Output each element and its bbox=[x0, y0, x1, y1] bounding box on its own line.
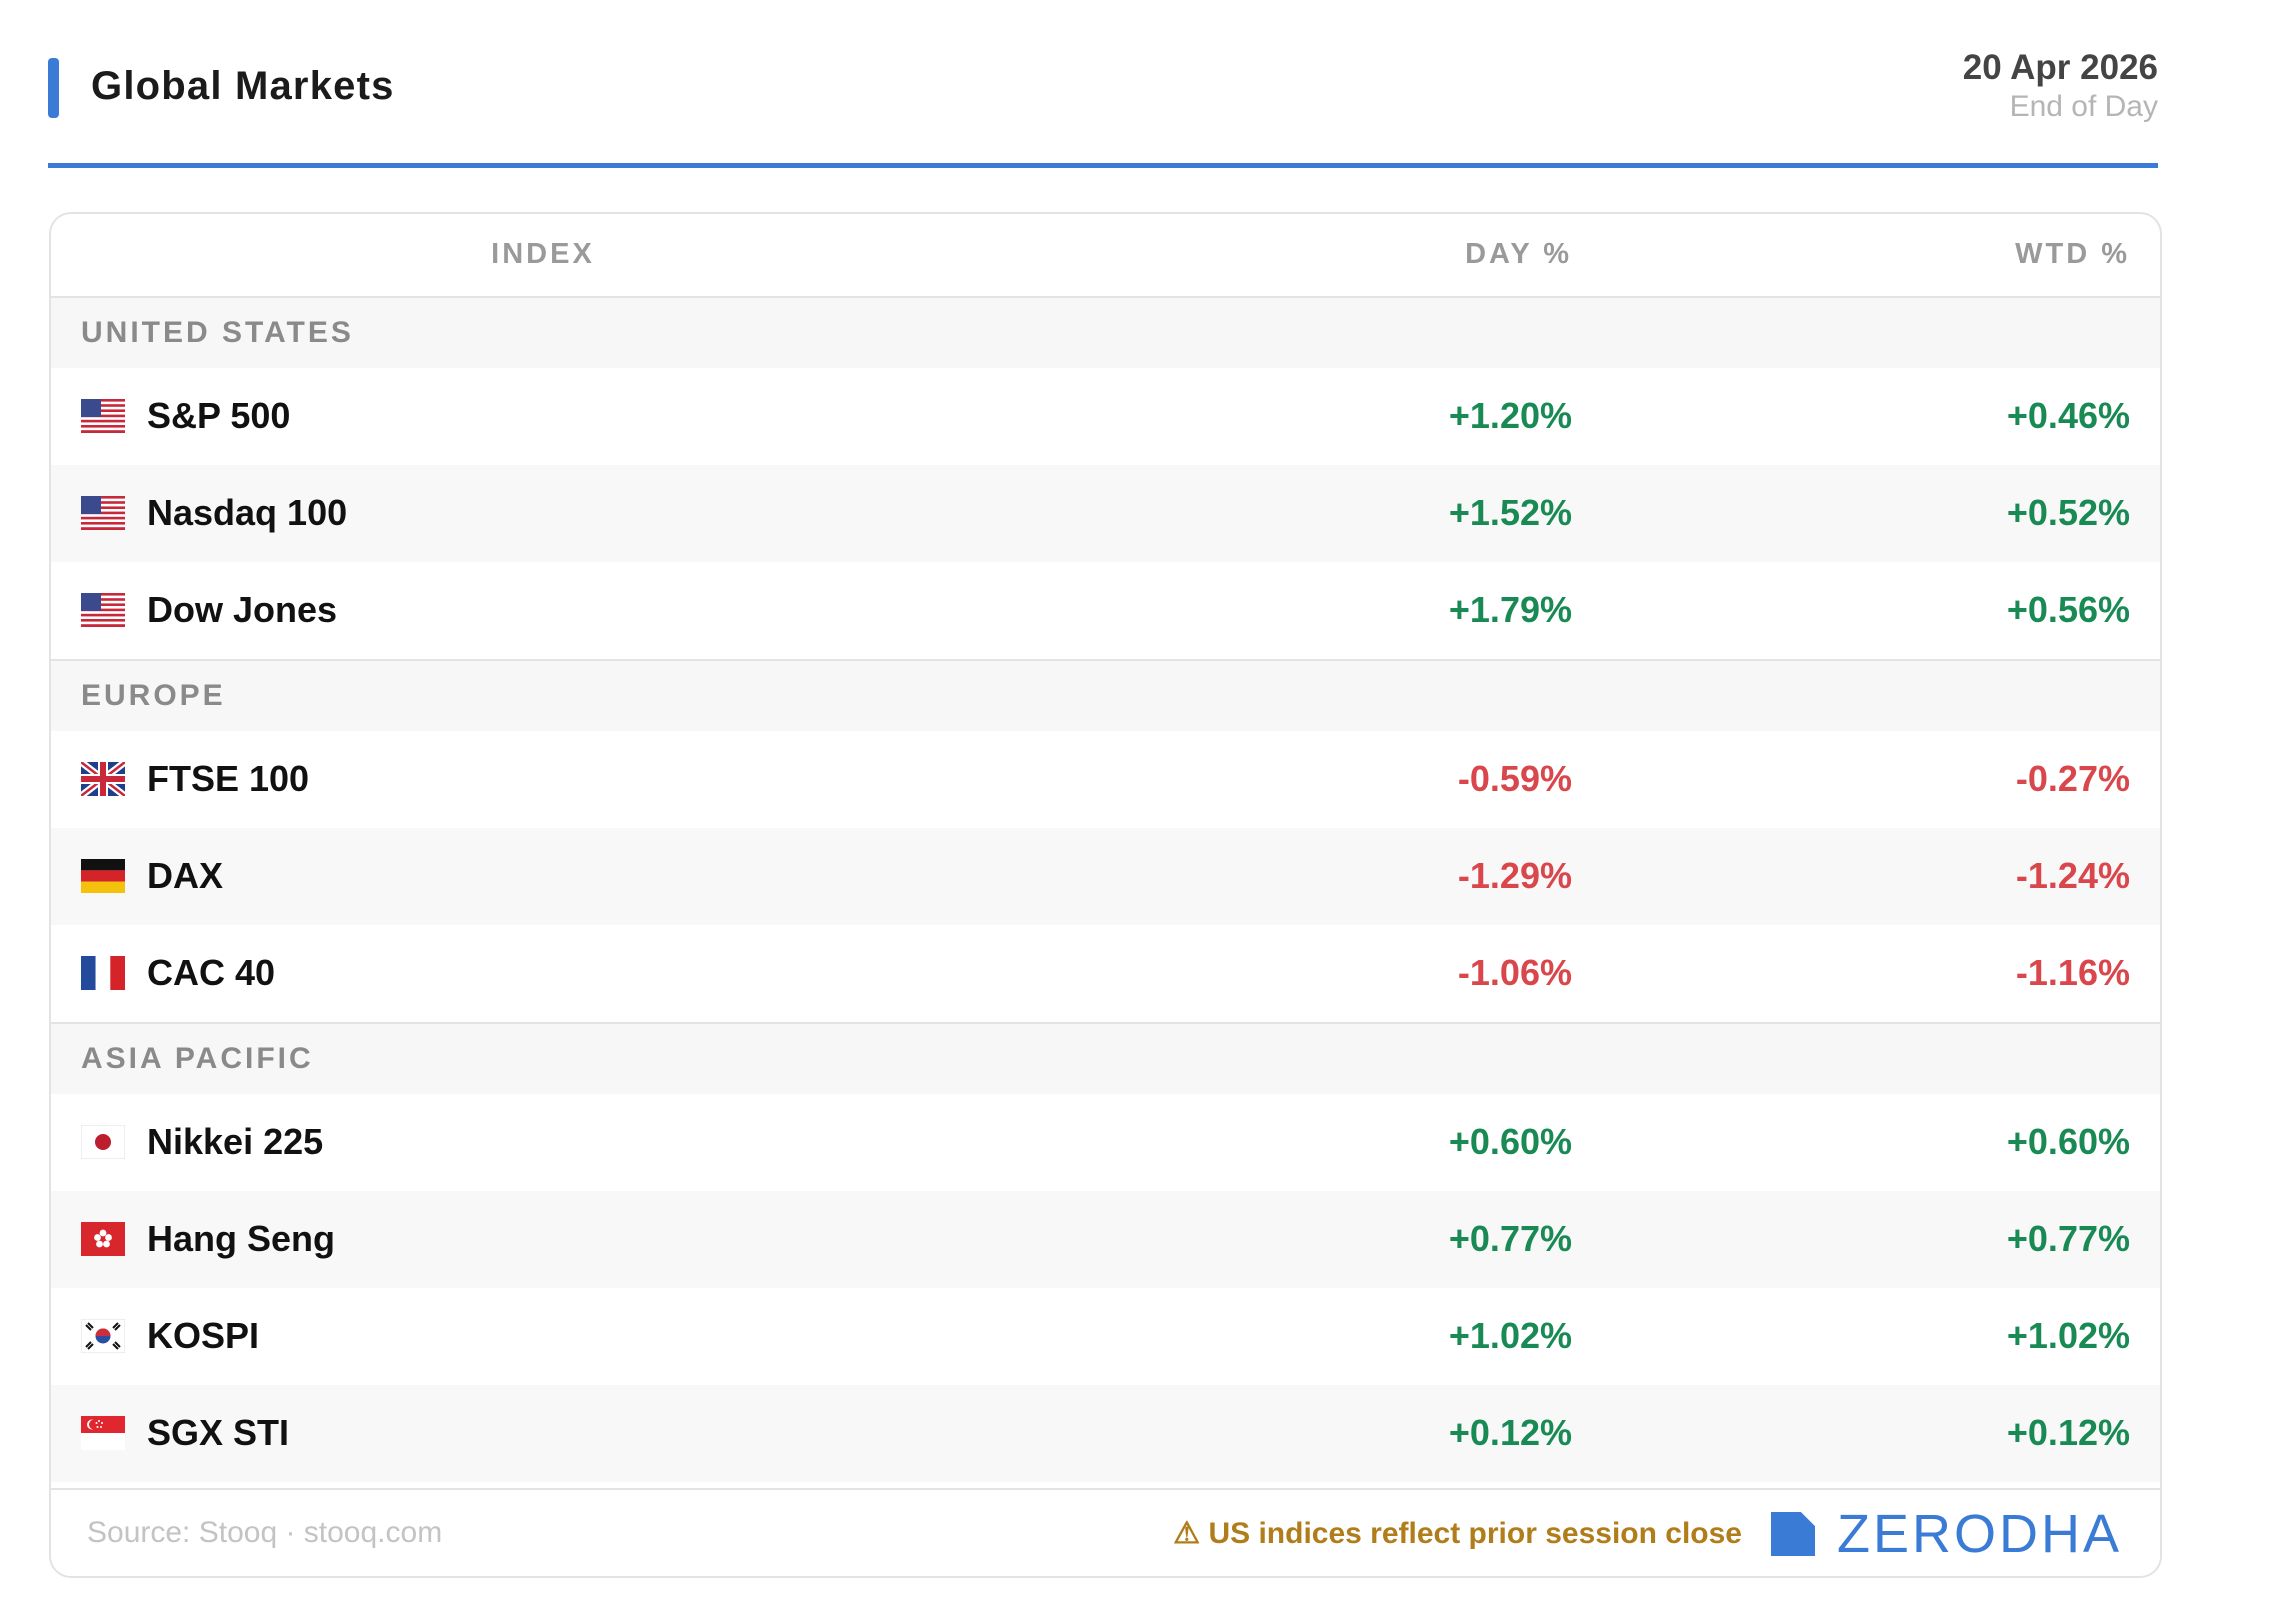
wtd-change: -1.16% bbox=[2015, 952, 2130, 993]
region-label: ASIA PACIFIC bbox=[81, 1042, 314, 1075]
day-change: -0.59% bbox=[1457, 758, 1572, 799]
wtd-change: +0.60% bbox=[2006, 1121, 2130, 1162]
day-change: +0.12% bbox=[1448, 1412, 1572, 1453]
day-change: +0.60% bbox=[1448, 1121, 1572, 1162]
zerodha-mark-icon bbox=[1770, 1512, 1815, 1556]
table-header: INDEX DAY % WTD % bbox=[51, 214, 2160, 298]
index-name: CAC 40 bbox=[147, 952, 276, 993]
report-subtitle: End of Day bbox=[2009, 90, 2158, 123]
table-row[interactable]: Hang Seng +0.77% +0.77% bbox=[51, 1191, 2160, 1288]
day-change: +0.77% bbox=[1448, 1218, 1572, 1259]
south-korea-flag-icon bbox=[81, 1319, 125, 1353]
table-row[interactable]: DAX -1.29% -1.24% bbox=[51, 828, 2160, 925]
source-note: Source: Stooq · stooq.com bbox=[87, 1516, 443, 1549]
region-header: EUROPE bbox=[51, 661, 2160, 731]
france-flag-icon bbox=[81, 956, 125, 990]
header: Global Markets 20 Apr 2026 End of Day bbox=[48, 40, 2158, 168]
index-name: SGX STI bbox=[147, 1412, 290, 1453]
region-label: EUROPE bbox=[81, 679, 226, 712]
region-label: UNITED STATES bbox=[81, 316, 354, 349]
day-change: +1.02% bbox=[1448, 1315, 1572, 1356]
index-name: KOSPI bbox=[147, 1315, 260, 1356]
index-name: FTSE 100 bbox=[147, 758, 310, 799]
uk-flag-icon bbox=[81, 762, 125, 796]
table-row[interactable]: S&P 500 +1.20% +0.46% bbox=[51, 368, 2160, 465]
japan-flag-icon bbox=[81, 1125, 125, 1159]
index-name: Dow Jones bbox=[147, 589, 338, 630]
germany-flag-icon bbox=[81, 859, 125, 893]
singapore-flag-icon bbox=[81, 1416, 125, 1450]
wtd-change: +0.52% bbox=[2006, 492, 2130, 533]
table-row[interactable]: CAC 40 -1.06% -1.16% bbox=[51, 925, 2160, 1022]
table-row[interactable]: KOSPI +1.02% +1.02% bbox=[51, 1288, 2160, 1385]
group-divider bbox=[51, 659, 2160, 661]
day-change: +1.20% bbox=[1448, 395, 1572, 436]
region-header: ASIA PACIFIC bbox=[51, 1024, 2160, 1094]
us-flag-icon bbox=[81, 399, 125, 433]
hong-kong-flag-icon bbox=[81, 1222, 125, 1256]
day-change: +1.79% bbox=[1448, 589, 1572, 630]
wtd-change: +0.12% bbox=[2006, 1412, 2130, 1453]
wtd-change: +0.56% bbox=[2006, 589, 2130, 630]
day-change: -1.29% bbox=[1457, 855, 1572, 896]
index-name: Nasdaq 100 bbox=[147, 492, 348, 533]
brand-logo: ZERODHA bbox=[1770, 1504, 2122, 1564]
index-name: S&P 500 bbox=[147, 395, 291, 436]
table-row[interactable]: Nasdaq 100 +1.52% +0.52% bbox=[51, 465, 2160, 562]
column-header-day: DAY % bbox=[1465, 238, 1572, 270]
us-flag-icon bbox=[81, 593, 125, 627]
region-header: UNITED STATES bbox=[51, 298, 2160, 368]
table-row[interactable]: SGX STI +0.12% +0.12% bbox=[51, 1385, 2160, 1482]
column-header-index: INDEX bbox=[491, 238, 595, 270]
index-name: DAX bbox=[147, 855, 224, 896]
index-name: Hang Seng bbox=[147, 1218, 336, 1259]
column-header-wtd: WTD % bbox=[2015, 238, 2130, 270]
table-row[interactable]: Dow Jones +1.79% +0.56% bbox=[51, 562, 2160, 659]
markets-table-card: INDEX DAY % WTD % UNITED STATES S&P 500 +1… bbox=[49, 212, 2162, 1578]
wtd-change: -1.24% bbox=[2015, 855, 2130, 896]
wtd-change: -0.27% bbox=[2015, 758, 2130, 799]
header-divider bbox=[48, 163, 2158, 168]
table-body: UNITED STATES S&P 500 +1.20% +0.46% Nasdaq 1… bbox=[51, 298, 2160, 1482]
brand-wordmark: ZERODHA bbox=[1836, 1504, 2122, 1564]
wtd-change: +0.46% bbox=[2006, 395, 2130, 436]
wtd-change: +0.77% bbox=[2006, 1218, 2130, 1259]
day-change: +1.52% bbox=[1448, 492, 1572, 533]
index-name: Nikkei 225 bbox=[147, 1121, 324, 1162]
day-change: -1.06% bbox=[1457, 952, 1572, 993]
table-footer: Source: Stooq · stooq.com ⚠ US indices r… bbox=[51, 1488, 2160, 1576]
session-warning: ⚠ US indices reflect prior session close bbox=[1173, 1517, 1742, 1550]
us-flag-icon bbox=[81, 496, 125, 530]
title-accent-bar bbox=[48, 58, 59, 118]
wtd-change: +1.02% bbox=[2006, 1315, 2130, 1356]
report-date: 20 Apr 2026 bbox=[1962, 48, 2158, 87]
table-row[interactable]: Nikkei 225 +0.60% +0.60% bbox=[51, 1094, 2160, 1191]
table-row[interactable]: FTSE 100 -0.59% -0.27% bbox=[51, 731, 2160, 828]
group-divider bbox=[51, 1022, 2160, 1024]
page-title: Global Markets bbox=[91, 64, 395, 108]
